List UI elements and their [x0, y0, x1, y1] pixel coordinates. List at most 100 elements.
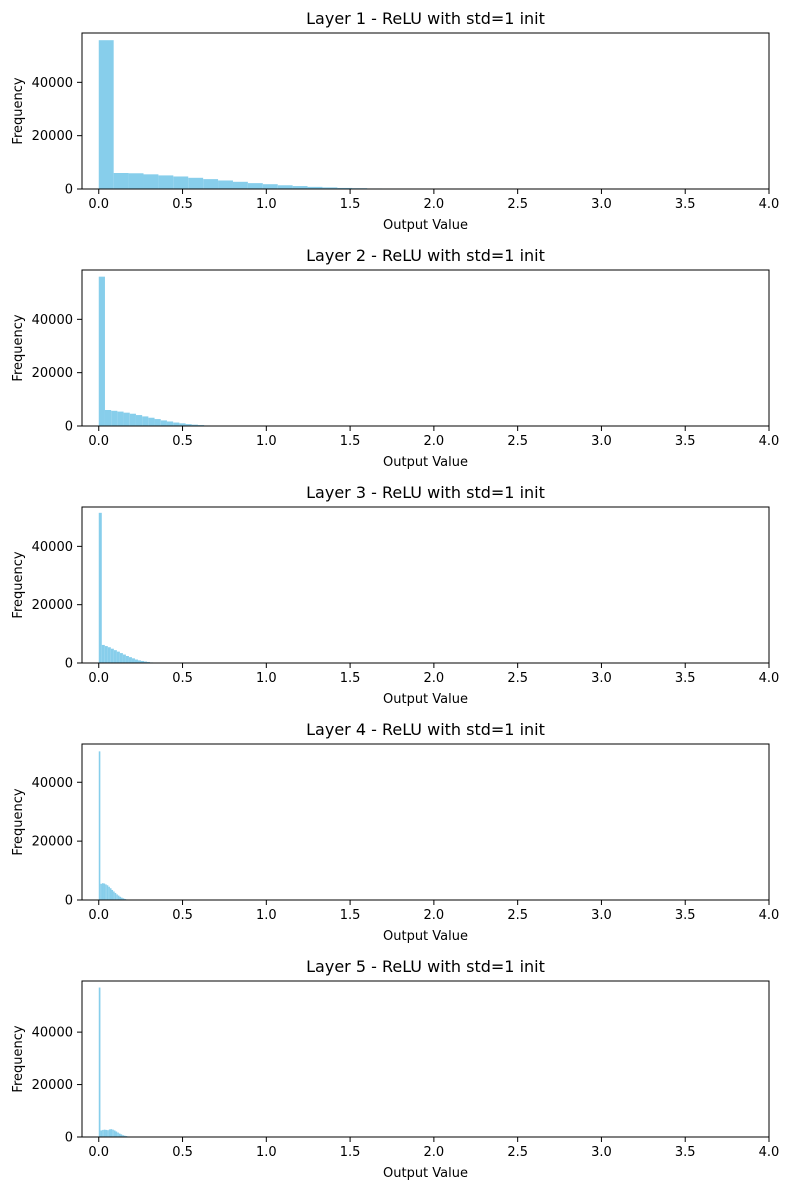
histogram-bar — [124, 413, 130, 426]
x-tick-label: 2.5 — [507, 1145, 528, 1160]
histogram-bar — [188, 178, 203, 189]
y-tick-label: 0 — [65, 183, 73, 198]
histogram-bar — [110, 888, 112, 900]
histogram-bar — [115, 893, 117, 900]
histogram-bar — [114, 1130, 116, 1137]
histogram-bar — [99, 513, 102, 663]
x-tick-label: 3.0 — [591, 671, 612, 686]
histogram-bar — [108, 647, 111, 663]
chart-title: Layer 4 - ReLU with std=1 init — [306, 720, 545, 739]
chart-title: Layer 1 - ReLU with std=1 init — [306, 9, 545, 28]
x-axis-label: Output Value — [383, 1166, 468, 1181]
histogram-bar — [111, 411, 117, 426]
histogram-bar — [114, 650, 117, 663]
histogram-bar — [112, 1130, 114, 1137]
histogram-bar — [116, 894, 118, 900]
x-tick-label: 0.0 — [88, 1145, 109, 1160]
histogram-bar — [105, 410, 111, 426]
histogram-bar — [158, 175, 173, 189]
x-tick-label: 4.0 — [759, 908, 780, 923]
y-tick-label: 40000 — [32, 313, 73, 328]
histogram-bar — [105, 884, 107, 900]
histogram-bar — [104, 884, 106, 900]
x-tick-label: 0.5 — [172, 671, 193, 686]
x-tick-label: 2.5 — [507, 671, 528, 686]
histogram-bar — [129, 657, 132, 663]
histogram-bar — [203, 179, 218, 189]
histogram-bar — [111, 649, 114, 663]
y-axis-label: Frequency — [11, 551, 26, 618]
histogram-bar — [117, 1133, 119, 1137]
histogram-bar — [167, 421, 173, 426]
histogram-bar — [173, 423, 179, 426]
histogram-bar — [118, 896, 120, 900]
histogram-bar — [117, 412, 123, 426]
histogram-bar — [123, 655, 126, 663]
histogram-bar — [105, 1130, 107, 1137]
x-tick-label: 0.0 — [88, 671, 109, 686]
y-tick-label: 0 — [65, 1131, 73, 1146]
histogram-bar — [161, 420, 167, 426]
histogram-bar — [117, 652, 120, 663]
x-tick-label: 4.0 — [759, 1145, 780, 1160]
histogram-bar — [99, 751, 101, 900]
x-axis-label: Output Value — [383, 455, 468, 470]
chart-title: Layer 3 - ReLU with std=1 init — [306, 483, 545, 502]
x-tick-label: 4.0 — [759, 434, 780, 449]
histogram-bar — [99, 40, 114, 189]
x-tick-label: 2.5 — [507, 197, 528, 212]
y-tick-label: 40000 — [32, 1026, 73, 1041]
y-tick-label: 40000 — [32, 540, 73, 555]
histogram-bar — [102, 883, 104, 900]
x-axis-label: Output Value — [383, 929, 468, 944]
y-tick-label: 0 — [65, 657, 73, 672]
chart-panel: Layer 2 - ReLU with std=1 init 0.0 0.5 1.0 1… — [11, 246, 779, 470]
histogram-bar — [99, 988, 101, 1137]
x-tick-label: 1.0 — [256, 434, 277, 449]
histogram-bar — [107, 885, 109, 900]
y-tick-label: 20000 — [32, 1078, 73, 1093]
x-tick-label: 0.5 — [172, 197, 193, 212]
x-tick-label: 0.5 — [172, 434, 193, 449]
x-tick-label: 1.5 — [340, 434, 361, 449]
x-tick-label: 1.5 — [340, 197, 361, 212]
y-tick-label: 0 — [65, 894, 73, 909]
histogram-bar — [100, 884, 102, 900]
chart-title: Layer 5 - ReLU with std=1 init — [306, 957, 545, 976]
histogram-bar — [135, 660, 138, 664]
histogram-bar — [102, 1130, 104, 1137]
histogram-bar — [129, 173, 144, 189]
x-tick-label: 2.0 — [424, 1145, 445, 1160]
y-tick-label: 0 — [65, 420, 73, 435]
histogram-bars — [99, 751, 131, 900]
chart-title: Layer 2 - ReLU with std=1 init — [306, 246, 545, 265]
x-tick-label: 2.0 — [424, 197, 445, 212]
x-tick-label: 3.0 — [591, 908, 612, 923]
histogram-bars — [99, 40, 397, 189]
x-tick-label: 3.0 — [591, 1145, 612, 1160]
x-tick-label: 0.5 — [172, 908, 193, 923]
x-tick-label: 0.0 — [88, 434, 109, 449]
x-tick-label: 2.0 — [424, 908, 445, 923]
x-axis-label: Output Value — [383, 218, 468, 233]
x-tick-label: 2.5 — [507, 434, 528, 449]
histogram-bar — [143, 174, 158, 189]
x-tick-label: 1.5 — [340, 671, 361, 686]
x-tick-label: 4.0 — [759, 671, 780, 686]
y-tick-label: 20000 — [32, 129, 73, 144]
histogram-bar — [99, 277, 105, 426]
histogram-bar — [142, 416, 148, 426]
histogram-bar — [108, 887, 110, 900]
x-tick-label: 2.0 — [424, 671, 445, 686]
histogram-bar — [116, 1131, 118, 1137]
histogram-bar — [102, 645, 105, 663]
histogram-bar — [119, 1134, 121, 1137]
x-tick-label: 1.5 — [340, 908, 361, 923]
plot-frame — [82, 270, 769, 426]
y-tick-label: 20000 — [32, 598, 73, 613]
y-tick-label: 40000 — [32, 76, 73, 91]
